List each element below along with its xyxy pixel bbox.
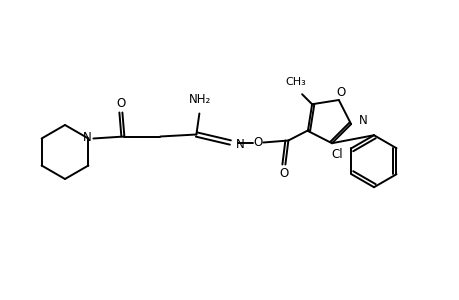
Text: N: N <box>358 114 367 127</box>
Text: N: N <box>83 131 91 144</box>
Text: CH₃: CH₃ <box>285 77 306 87</box>
Text: O: O <box>117 97 126 110</box>
Text: NH₂: NH₂ <box>189 93 211 106</box>
Text: O: O <box>253 136 263 149</box>
Text: O: O <box>336 85 345 98</box>
Text: Cl: Cl <box>331 148 342 161</box>
Text: N: N <box>235 138 244 151</box>
Text: O: O <box>279 167 288 180</box>
